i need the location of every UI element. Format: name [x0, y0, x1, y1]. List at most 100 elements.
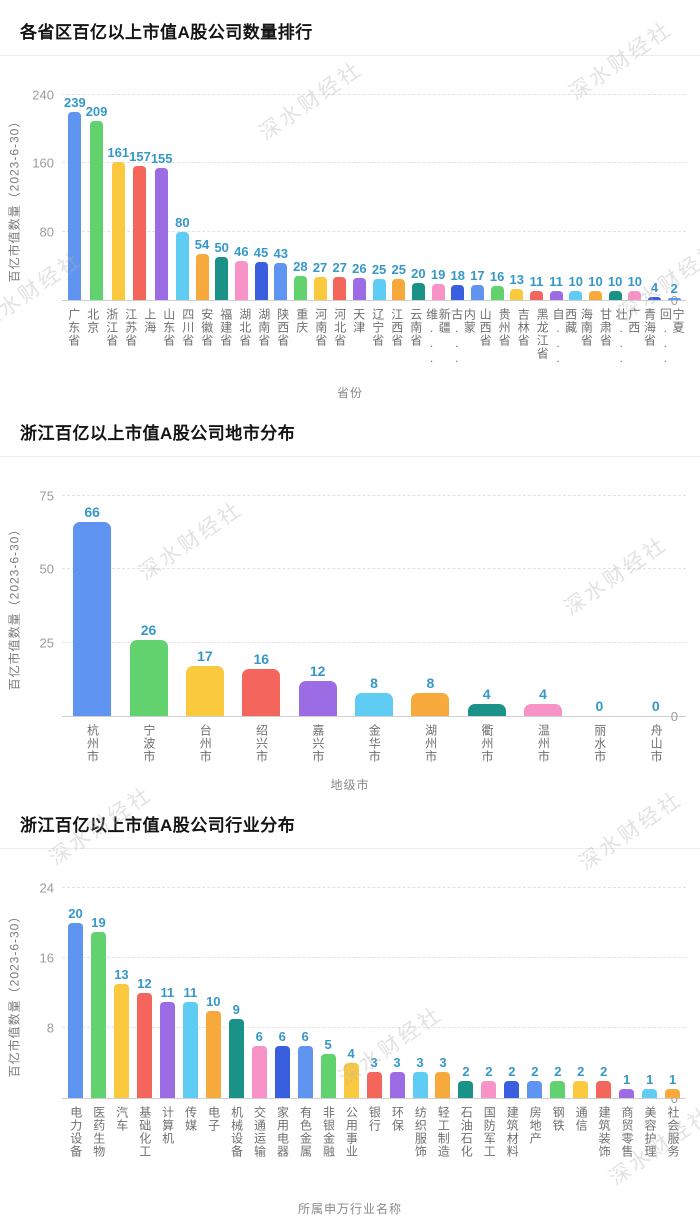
bar-交通运输[interactable]: [251, 1045, 267, 1098]
bar-计算机[interactable]: [159, 1001, 175, 1098]
bar-辽宁省[interactable]: [392, 278, 406, 300]
bar-重庆[interactable]: [313, 276, 327, 300]
bar-非银金融[interactable]: [320, 1054, 336, 1098]
bar-电子[interactable]: [205, 1010, 221, 1098]
x-label-column: 传媒: [179, 1106, 202, 1194]
y-tick-label: 0: [670, 709, 678, 724]
bar-青海省[interactable]: [647, 296, 661, 300]
bar-医药生物[interactable]: [90, 931, 106, 1098]
bar-金华市[interactable]: [354, 692, 393, 716]
bar-通信[interactable]: [573, 1080, 589, 1098]
bar-column: 1: [661, 889, 684, 1098]
bar-河南省[interactable]: [333, 276, 347, 300]
bar-商贸零售[interactable]: [619, 1089, 635, 1098]
bar-贵州省[interactable]: [510, 288, 524, 300]
bar-column: 9: [225, 889, 248, 1098]
x-category-label: 嘉兴市: [310, 724, 325, 763]
gridline: 50: [40, 563, 686, 576]
bar-美容护理[interactable]: [642, 1089, 658, 1098]
bar-国防军工[interactable]: [481, 1080, 497, 1098]
bar-有色金属[interactable]: [297, 1045, 313, 1098]
bar-温州市[interactable]: [524, 704, 563, 716]
bar-新疆维...[interactable]: [451, 284, 465, 300]
chart-title-cities: 浙江百亿以上市值A股公司地市分布: [20, 424, 296, 443]
bar-轻工制造[interactable]: [435, 1071, 451, 1098]
bar-杭州市[interactable]: [73, 522, 112, 716]
x-axis-title: 省份: [336, 386, 363, 400]
bar-机械设备[interactable]: [228, 1019, 244, 1098]
divider: [0, 456, 700, 457]
bar-内蒙古...[interactable]: [470, 285, 484, 300]
bar-石油石化[interactable]: [458, 1080, 474, 1098]
bar-汽车[interactable]: [113, 984, 129, 1098]
bar-安徽省[interactable]: [215, 257, 229, 300]
bar-湖州市[interactable]: [411, 692, 450, 716]
bar-公用事业[interactable]: [343, 1063, 359, 1098]
plot-area: 百亿市值数量（2023-6-30） 0 8 16 24 20 19 13 12 11 11 10 9 6 6…: [8, 882, 686, 1105]
bar-银行[interactable]: [366, 1071, 382, 1098]
bar-column: 2: [546, 889, 569, 1098]
bar-value-label: 17: [197, 648, 213, 665]
bar-北京[interactable]: [90, 121, 104, 300]
bar-chart-cities: 百亿市值数量（2023-6-30） 0 25 50 75 66 26 17 16 12 8 8 4 4 0 0…: [0, 457, 700, 793]
bar-吉林省[interactable]: [529, 290, 543, 300]
bar-海南省[interactable]: [588, 291, 602, 300]
bar-column: 10: [586, 96, 606, 300]
bar-西藏自...[interactable]: [569, 291, 583, 300]
bar-钢铁[interactable]: [550, 1080, 566, 1098]
x-label-column: 江苏省: [121, 308, 140, 378]
bar-value-label: 8: [426, 674, 435, 691]
bar-column: 155: [151, 96, 173, 300]
bar-陕西省[interactable]: [293, 276, 307, 300]
x-category-label: 辽宁省: [370, 308, 385, 347]
x-category-label: 有色金属: [298, 1106, 313, 1158]
x-category-label: 轻工制造: [436, 1106, 451, 1158]
bar-column: 4: [515, 497, 571, 716]
bar-家用电器[interactable]: [274, 1045, 290, 1098]
bar-湖南省[interactable]: [274, 263, 288, 300]
bar-column: 239: [64, 96, 86, 300]
bar-云南省[interactable]: [431, 283, 445, 300]
bar-衢州市[interactable]: [467, 704, 506, 716]
bar-浙江省[interactable]: [111, 162, 125, 300]
bar-宁波市[interactable]: [129, 639, 168, 716]
x-category-label: 汽车: [114, 1106, 129, 1132]
bar-湖北省[interactable]: [254, 261, 268, 300]
bar-基础化工[interactable]: [136, 993, 152, 1098]
x-label-column: 交通运输: [248, 1106, 271, 1194]
bar-value-label: 11: [183, 984, 198, 1000]
x-label-column: 银行: [363, 1106, 386, 1194]
bar-广东省[interactable]: [68, 112, 82, 300]
bar-建筑装饰[interactable]: [596, 1080, 612, 1098]
bar-value-label: 1: [623, 1072, 631, 1088]
bar-福建省[interactable]: [234, 260, 248, 300]
bar-黑龙江省[interactable]: [549, 290, 563, 300]
bar-四川省[interactable]: [195, 253, 209, 300]
bar-上海[interactable]: [155, 167, 169, 300]
bar-电力设备[interactable]: [67, 923, 83, 1098]
bar-天津[interactable]: [372, 278, 386, 300]
bar-纺织服饰[interactable]: [412, 1071, 428, 1098]
bar-环保[interactable]: [389, 1071, 405, 1098]
bar-江西省[interactable]: [411, 282, 425, 300]
bar-山东省[interactable]: [175, 231, 189, 300]
x-label-column: 机械设备: [225, 1106, 248, 1194]
bar-嘉兴市[interactable]: [298, 680, 337, 716]
bar-台州市[interactable]: [185, 666, 224, 716]
x-label-column: 青海省: [640, 308, 659, 378]
bar-社会服务[interactable]: [665, 1089, 681, 1098]
bar-建筑材料[interactable]: [504, 1080, 520, 1098]
bar-河北省[interactable]: [352, 277, 366, 300]
bar-甘肃省[interactable]: [608, 291, 622, 300]
bar-value-label: 0: [651, 698, 660, 714]
bar-房地产[interactable]: [527, 1080, 543, 1098]
bars-row: 20 19 13 12 11 11 10 9 6 6 6 5 4 3 3 3 3 2 2 2 2 2 2 2 1 1 1: [62, 889, 686, 1098]
bar-传媒[interactable]: [182, 1001, 198, 1098]
bar-column: 20: [64, 889, 87, 1098]
bar-绍兴市[interactable]: [242, 669, 281, 716]
bar-山西省[interactable]: [490, 286, 504, 300]
bar-column: 26: [120, 497, 176, 716]
bar-宁夏回...[interactable]: [667, 298, 681, 300]
bar-广西壮...[interactable]: [628, 291, 642, 300]
bar-江苏省[interactable]: [133, 165, 147, 300]
